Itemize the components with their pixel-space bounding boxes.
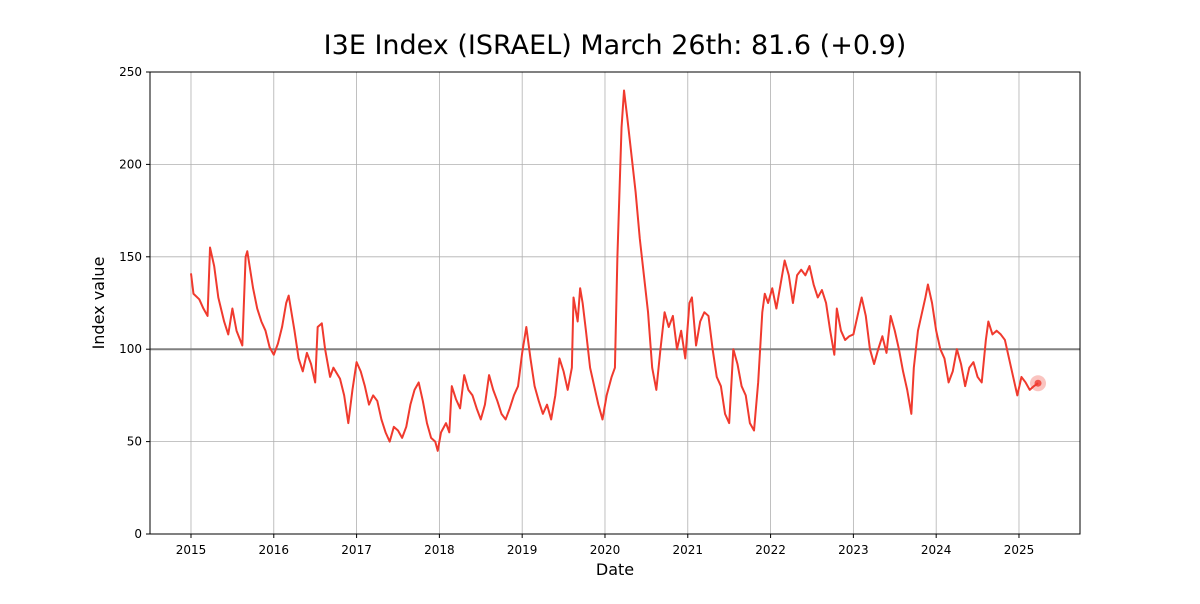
y-axis-label: Index value [89, 257, 108, 350]
data-line [189, 89, 1039, 452]
y-tick-label: 50 [127, 435, 142, 449]
x-tick-label: 2023 [838, 543, 869, 557]
x-tick-label: 2015 [176, 543, 207, 557]
last-point [1034, 379, 1042, 387]
x-tick-label: 2024 [921, 543, 952, 557]
x-tick-label: 2017 [341, 543, 372, 557]
x-tick-label: 2016 [259, 543, 290, 557]
chart-title: I3E Index (ISRAEL) March 26th: 81.6 (+0.… [324, 30, 907, 61]
y-tick-label: 200 [119, 157, 142, 171]
plot-frame [149, 71, 1081, 535]
x-tick-label: 2021 [673, 543, 704, 557]
x-tick-label: 2022 [755, 543, 786, 557]
x-tick-label: 2025 [1004, 543, 1035, 557]
x-tick-label: 2020 [590, 543, 621, 557]
y-tick-label: 250 [119, 65, 142, 79]
x-axis-label: Date [596, 560, 634, 579]
y-tick-label: 100 [119, 342, 142, 356]
y-tick-label: 0 [134, 527, 142, 541]
y-tick-label: 150 [119, 250, 142, 264]
x-tick-label: 2018 [424, 543, 455, 557]
x-tick-label: 2019 [507, 543, 538, 557]
